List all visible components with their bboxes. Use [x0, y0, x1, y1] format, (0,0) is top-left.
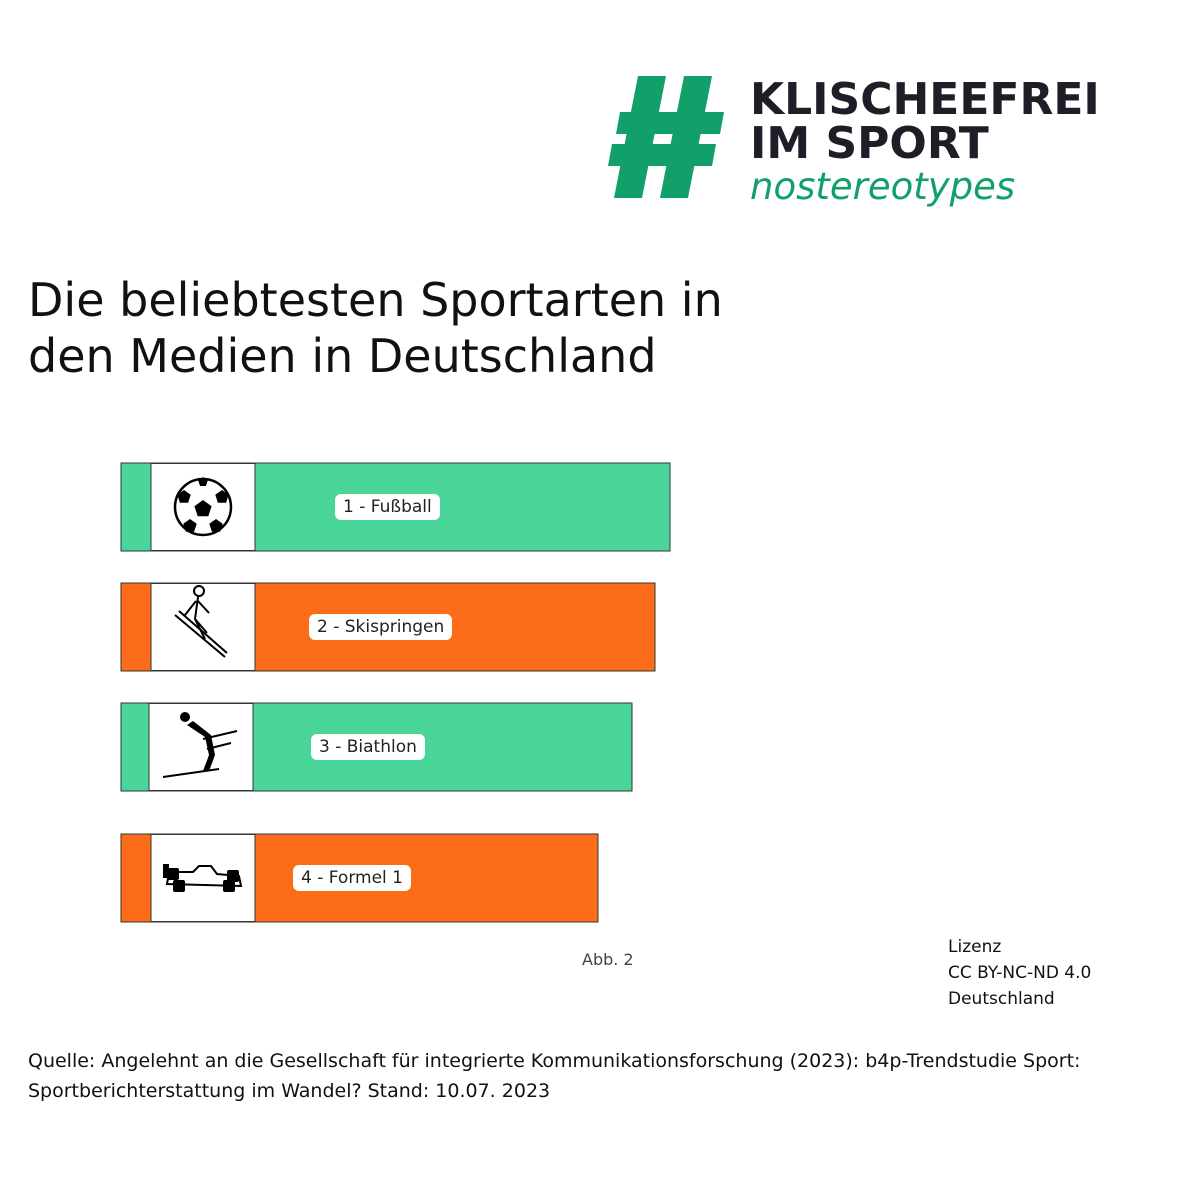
bar-label-1: 1 - Fußball [335, 494, 440, 520]
license-info: Lizenz CC BY-NC-ND 4.0 Deutschland [948, 934, 1091, 1012]
license-name: CC BY-NC-ND 4.0 [948, 963, 1092, 983]
license-heading: Lizenz [948, 937, 1002, 957]
bar-label-3: 3 - Biathlon [311, 734, 425, 760]
logo: KLISCHEEFREI IM SPORT nostereotypes [608, 72, 1108, 212]
bar-label-4: 4 - Formel 1 [293, 865, 411, 891]
chart-title-line2: den Medien in Deutschland [28, 329, 657, 383]
logo-text-line1: KLISCHEEFREI [750, 74, 1100, 125]
figure-label: Abb. 2 [582, 950, 634, 969]
logo-tagline: nostereotypes [750, 165, 1016, 208]
chart-title-line1: Die beliebtesten Sportarten in [28, 273, 723, 327]
source-note: Quelle: Angelehnt an die Gesellschaft fü… [28, 1050, 1081, 1102]
chart-title: Die beliebtesten Sportarten in den Medie… [28, 272, 828, 384]
biathlete-icon [162, 712, 238, 778]
ski-jumper-icon [174, 585, 228, 658]
soccer-ball-icon [173, 477, 233, 537]
bar-label-2: 2 - Skispringen [309, 614, 453, 640]
license-country: Deutschland [948, 989, 1055, 1009]
formula-one-car-icon [163, 864, 243, 892]
logo-text-line2: IM SPORT [750, 118, 989, 169]
hashtag-icon [608, 76, 724, 198]
